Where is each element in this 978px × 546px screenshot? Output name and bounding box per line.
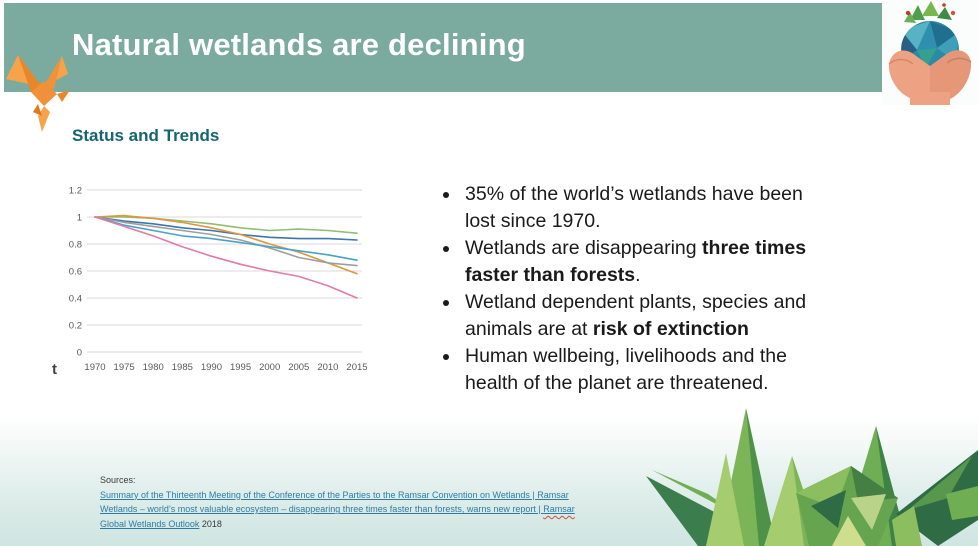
y-tick-label: 0.4 — [69, 294, 82, 305]
x-tick-label: 1975 — [114, 362, 135, 373]
source-link-global-wetlands-outlook[interactable]: Global Wetlands Outlook — [100, 518, 200, 529]
y-tick-label: 1 — [77, 213, 82, 224]
x-tick-label: 2015 — [346, 362, 367, 373]
y-tick-label: 0 — [77, 348, 82, 359]
x-tick-label: 2010 — [317, 362, 338, 373]
header-bar: Natural wetlands are declining — [4, 3, 978, 92]
x-tick-label: 1995 — [230, 362, 251, 373]
pink-line — [94, 216, 358, 299]
x-tick-label: 2005 — [288, 362, 309, 373]
x-tick-label: 1970 — [84, 362, 105, 373]
section-heading: Status and Trends — [72, 126, 220, 145]
spellcheck-flagged-word: Ramsar — [543, 504, 575, 515]
sources-block: Sources: Summary of the Thirteenth Meeti… — [100, 473, 620, 531]
bullet-item: Human wellbeing, livelihoods and the hea… — [461, 343, 832, 397]
y-tick-label: 1.2 — [69, 186, 82, 197]
x-tick-label: 1980 — [143, 362, 164, 373]
y-tick-label: 0.6 — [69, 267, 82, 278]
source-year: 2018 — [199, 518, 222, 529]
leaves-decoration — [646, 398, 978, 546]
hands-globe-image — [882, 0, 978, 105]
key-facts: 35% of the world’s wetlands have been lo… — [436, 181, 832, 397]
globe-foliage-icon — [898, 1, 956, 23]
light-blue-line — [94, 216, 358, 261]
origami-bird-icon — [4, 53, 74, 133]
wetland-trend-chart: 0 0.2 0.4 0.6 0.8 1 1.2 1970 1975 1980 1985 1990 199… — [54, 178, 398, 384]
white-bird-icon — [898, 4, 909, 11]
x-tick-label: 2000 — [259, 362, 280, 373]
page-title: Natural wetlands are declining — [72, 27, 526, 62]
bullet-item: Wetland dependent plants, species and an… — [461, 289, 832, 343]
sources-label: Sources: — [100, 475, 136, 485]
x-tick-label: 1990 — [201, 362, 222, 373]
bullet-item: Wetlands are disappearing three times fa… — [461, 235, 832, 289]
y-tick-label: 0.2 — [69, 321, 82, 332]
x-tick-label: 1985 — [172, 362, 193, 373]
source-link-ramsar-cop13[interactable]: Summary of the Thirteenth Meeting of the… — [100, 489, 569, 500]
bullet-item: 35% of the world’s wetlands have been lo… — [461, 181, 832, 235]
source-link-ramsar-report[interactable]: Wetlands – world’s most valuable ecosyst… — [100, 504, 575, 515]
gray-line — [94, 216, 358, 267]
chart-x-axis-label: t — [52, 361, 57, 378]
orange-line — [94, 214, 358, 275]
bullet-list: 35% of the world’s wetlands have been lo… — [436, 181, 832, 397]
dark-blue-line — [94, 216, 358, 241]
hands-icon — [888, 50, 972, 105]
y-tick-label: 0.8 — [69, 240, 82, 251]
